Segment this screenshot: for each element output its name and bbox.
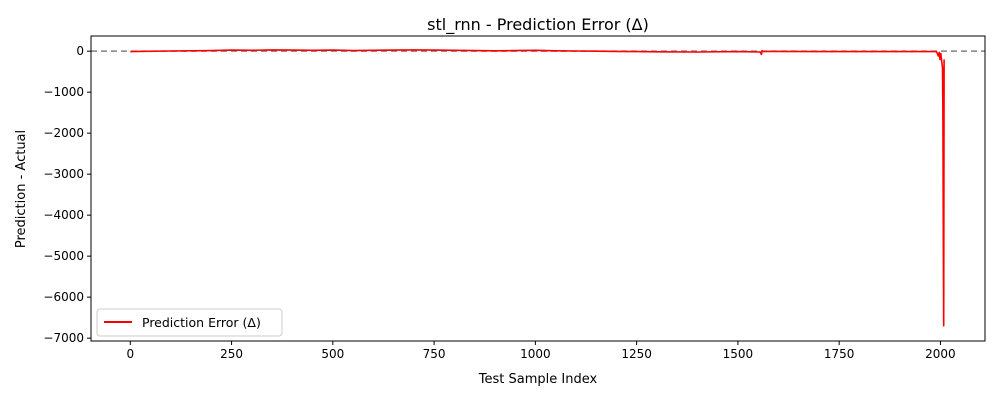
x-tick-label: 500 bbox=[321, 347, 344, 361]
y-axis-label: Prediction - Actual bbox=[14, 130, 29, 248]
plot-area bbox=[91, 49, 985, 327]
y-tick-label: −3000 bbox=[43, 167, 84, 181]
legend-label: Prediction Error (Δ) bbox=[142, 315, 261, 330]
x-tick-label: 2000 bbox=[925, 347, 956, 361]
y-tick-label: −4000 bbox=[43, 208, 84, 222]
y-tick-label: 0 bbox=[76, 44, 84, 58]
x-tick-label: 0 bbox=[126, 347, 134, 361]
x-tick-label: 1000 bbox=[520, 347, 551, 361]
y-tick-label: −2000 bbox=[43, 126, 84, 140]
x-tick-label: 1250 bbox=[621, 347, 652, 361]
y-tick-label: −1000 bbox=[43, 85, 84, 99]
y-axis: 0 −1000 −2000 −3000 −4000 −5000 −6000 −7000 bbox=[43, 44, 91, 345]
chart-title: stl_rnn - Prediction Error (Δ) bbox=[427, 15, 649, 35]
x-tick-label: 250 bbox=[220, 347, 243, 361]
y-tick-label: −7000 bbox=[43, 331, 84, 345]
x-axis: 0 250 500 750 1000 1250 1500 1750 2000 bbox=[126, 341, 956, 361]
plot-frame bbox=[90, 35, 986, 342]
y-tick-label: −6000 bbox=[43, 290, 84, 304]
legend: Prediction Error (Δ) bbox=[96, 308, 283, 337]
x-tick-label: 750 bbox=[423, 347, 446, 361]
x-tick-label: 1500 bbox=[723, 347, 754, 361]
y-tick-label: −5000 bbox=[43, 249, 84, 263]
series-line-0 bbox=[130, 49, 945, 327]
x-tick-label: 1750 bbox=[824, 347, 855, 361]
legend-box bbox=[96, 308, 283, 337]
x-axis-label: Test Sample Index bbox=[478, 372, 598, 387]
